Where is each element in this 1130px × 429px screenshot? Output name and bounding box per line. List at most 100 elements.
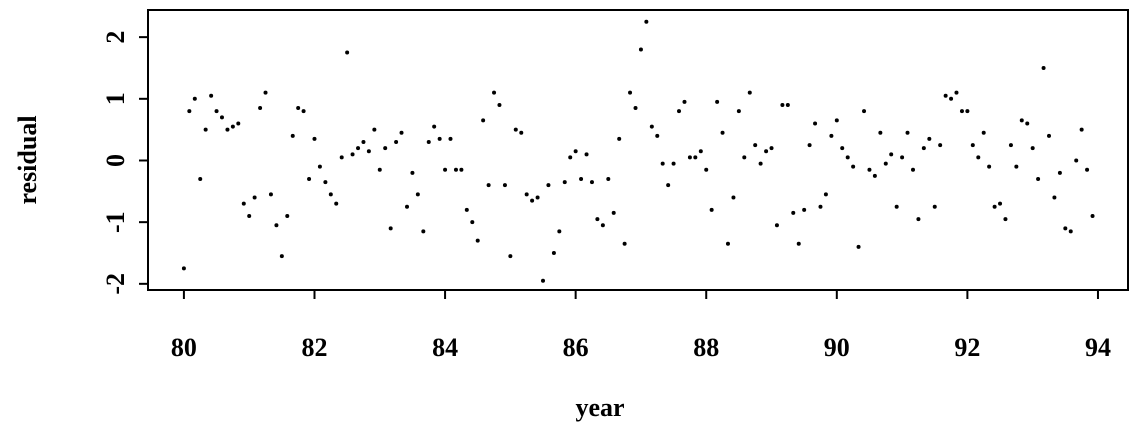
point <box>829 133 834 138</box>
point <box>377 167 382 172</box>
point <box>959 109 964 114</box>
point <box>867 167 872 172</box>
point <box>943 93 948 98</box>
point <box>247 213 252 218</box>
y-tick-label: 0 <box>101 154 130 167</box>
point <box>595 217 600 222</box>
point <box>203 127 208 132</box>
point <box>356 146 361 151</box>
point <box>698 149 703 154</box>
point <box>970 143 975 148</box>
point <box>845 155 850 160</box>
x-tick-label: 88 <box>693 333 719 362</box>
point <box>1079 127 1084 132</box>
point <box>840 146 845 151</box>
point <box>900 155 905 160</box>
point <box>301 109 306 114</box>
point <box>312 136 317 141</box>
point <box>285 213 290 218</box>
point <box>230 124 235 129</box>
point <box>611 210 616 215</box>
point <box>1074 158 1079 163</box>
point <box>383 146 388 151</box>
x-tick-label: 94 <box>1085 333 1111 362</box>
point <box>388 226 393 231</box>
point <box>181 266 186 271</box>
point <box>883 161 888 166</box>
point <box>764 149 769 154</box>
point <box>1057 170 1062 175</box>
point <box>334 201 339 206</box>
point <box>187 109 192 114</box>
point <box>932 204 937 209</box>
point <box>753 143 758 148</box>
point <box>747 90 752 95</box>
point <box>720 130 725 135</box>
point <box>192 96 197 101</box>
point <box>862 109 867 114</box>
point <box>606 176 611 181</box>
x-tick-label: 86 <box>563 333 589 362</box>
point <box>519 130 524 135</box>
point <box>715 99 720 104</box>
point <box>524 192 529 197</box>
point <box>584 152 589 157</box>
x-tick-label: 84 <box>432 333 458 362</box>
point <box>475 238 480 243</box>
y-tick-label: 1 <box>101 92 130 105</box>
point <box>731 195 736 200</box>
point <box>241 201 246 206</box>
point <box>263 90 268 95</box>
point <box>1041 65 1046 70</box>
y-axis-label: residual <box>13 115 42 204</box>
plot-frame <box>147 9 1129 291</box>
point <box>481 118 486 123</box>
point <box>856 244 861 249</box>
point <box>443 167 448 172</box>
point <box>405 204 410 209</box>
point <box>758 161 763 166</box>
point <box>535 195 540 200</box>
point <box>1019 118 1024 123</box>
point <box>769 146 774 151</box>
point <box>927 136 932 141</box>
point <box>976 155 981 160</box>
point <box>258 106 263 111</box>
y-tick-label: 2 <box>101 31 130 44</box>
point <box>502 183 507 188</box>
point <box>938 143 943 148</box>
point <box>1025 121 1030 126</box>
point <box>236 121 241 126</box>
point <box>296 106 301 111</box>
x-axis-label: year <box>575 393 624 422</box>
point <box>981 130 986 135</box>
point <box>579 176 584 181</box>
point <box>399 130 404 135</box>
point <box>628 90 633 95</box>
point <box>709 207 714 212</box>
point <box>573 149 578 154</box>
point <box>649 124 654 129</box>
point <box>448 136 453 141</box>
point <box>453 167 458 172</box>
point <box>345 50 350 55</box>
point <box>911 167 916 172</box>
point <box>872 173 877 178</box>
point <box>410 170 415 175</box>
point <box>366 149 371 154</box>
point <box>823 192 828 197</box>
point <box>965 109 970 114</box>
point <box>307 176 312 181</box>
point <box>317 164 322 169</box>
point <box>394 139 399 144</box>
point <box>807 143 812 148</box>
point <box>562 180 567 185</box>
point <box>508 254 513 259</box>
point <box>486 183 491 188</box>
point <box>633 106 638 111</box>
point <box>889 152 894 157</box>
point <box>1046 133 1051 138</box>
point <box>774 223 779 228</box>
point <box>497 102 502 107</box>
point <box>198 176 203 181</box>
